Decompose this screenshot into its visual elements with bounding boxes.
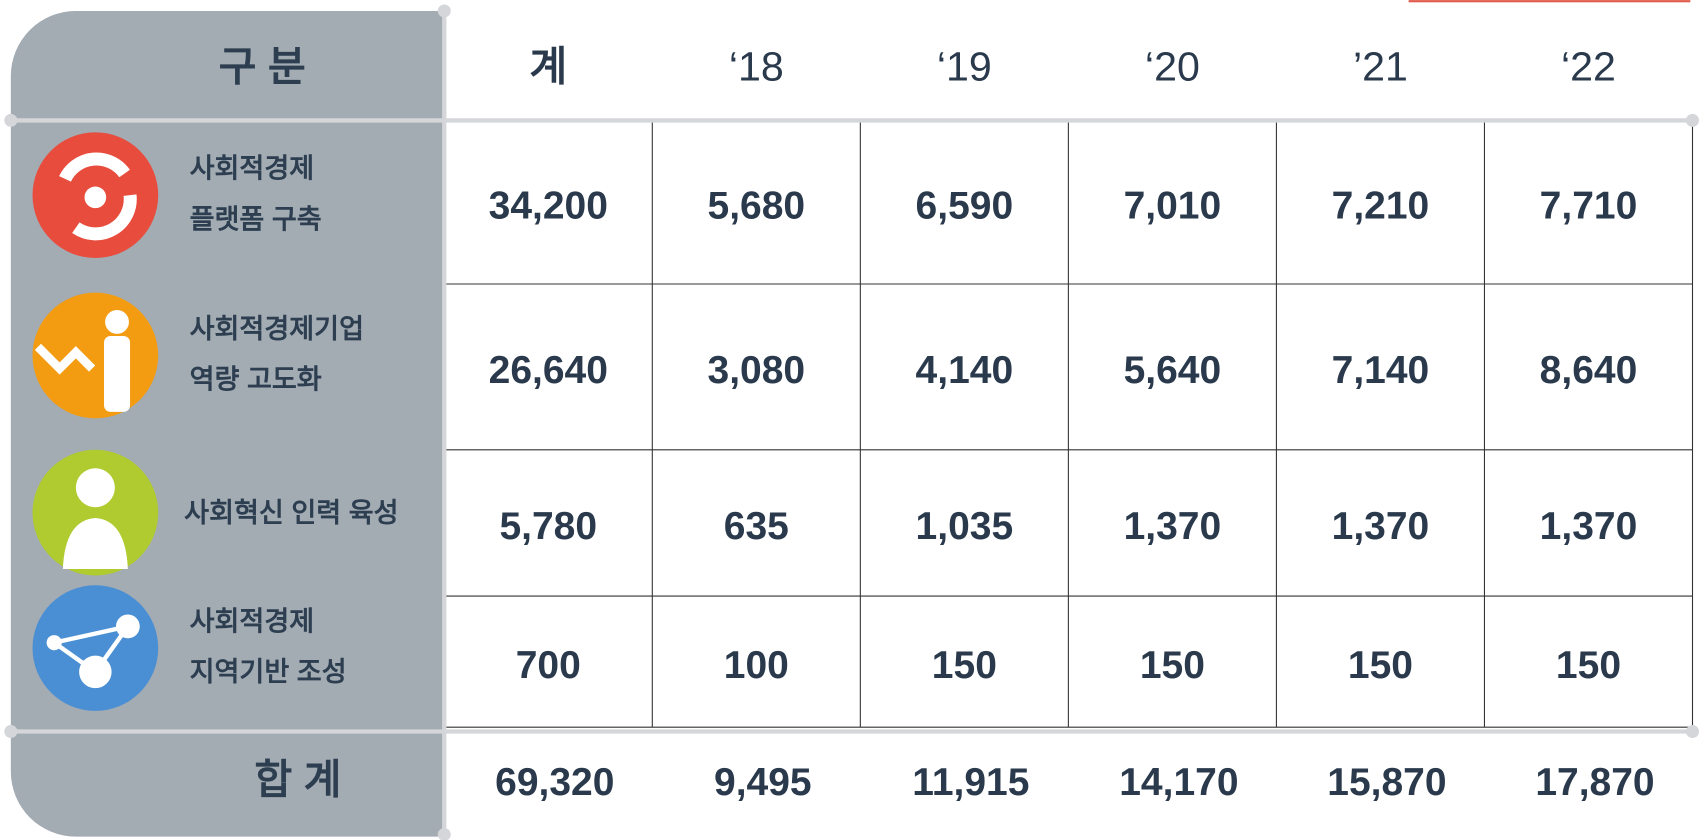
icon-glyph: [48, 623, 133, 675]
cell-value: 150: [932, 644, 997, 687]
header-column: ’21: [1353, 43, 1408, 89]
cell-value: 635: [724, 505, 789, 548]
icon-glyph: [115, 614, 140, 639]
row-label: 사회혁신 인력 육성: [184, 497, 398, 528]
cell-value: 150: [1140, 644, 1205, 687]
cell-value: 7,140: [1332, 349, 1430, 392]
row-label: 사회적경제기업: [190, 313, 364, 344]
accent-line: [1408, 0, 1691, 3]
cell-value: 1,370: [1540, 505, 1638, 548]
cell-value: 26,640: [489, 349, 608, 392]
cell-value: 3,080: [708, 349, 806, 392]
icon-glyph: [75, 468, 115, 508]
cell-value: 4,140: [916, 349, 1014, 392]
dot: [1685, 113, 1699, 127]
total-value: 15,870: [1327, 761, 1446, 804]
cell-value: 1,370: [1124, 505, 1222, 548]
icon-glyph: [34, 343, 96, 375]
header-label: 구 분: [219, 43, 306, 89]
icon-glyph: [46, 635, 62, 651]
header-column: ‘18: [729, 43, 784, 89]
cell-value: 8,640: [1540, 349, 1638, 392]
row-label: 사회적경제: [190, 152, 315, 183]
icon-glyph: [59, 152, 137, 241]
row-label: 사회적경제: [190, 605, 315, 636]
total-value: 14,170: [1119, 761, 1238, 804]
header-column: 계: [529, 43, 567, 89]
total-label: 합 계: [254, 756, 341, 802]
row-label: 역량 고도화: [190, 364, 322, 395]
left-panel: [10, 10, 445, 837]
grid: [4, 4, 1699, 840]
row-label: 지역기반 조성: [190, 656, 347, 687]
cell-value: 7,210: [1332, 184, 1430, 227]
cell-value: 1,370: [1332, 505, 1430, 548]
cell-value: 5,640: [1124, 349, 1222, 392]
dot: [437, 4, 451, 18]
cell-value: 7,710: [1540, 184, 1638, 227]
icon-talent: [32, 449, 159, 576]
icons: [32, 132, 159, 711]
total-value: 17,870: [1535, 761, 1654, 804]
icon-glyph: [104, 336, 131, 412]
icon-glyph: [84, 186, 107, 209]
header-column: ‘22: [1561, 43, 1616, 89]
cell-value: 100: [724, 644, 789, 687]
cell-value: 6,590: [916, 184, 1014, 227]
row-label: 플랫폼 구축: [190, 203, 322, 234]
cell-value: 150: [1348, 644, 1413, 687]
icon-glyph: [105, 310, 129, 334]
icon-glyph: [79, 655, 112, 689]
cell-value: 5,780: [499, 505, 597, 548]
total-value: 9,495: [714, 761, 812, 804]
total-value: 11,915: [912, 761, 1029, 804]
cell-value: 7,010: [1124, 184, 1222, 227]
dot: [4, 113, 18, 127]
dot: [1685, 725, 1699, 739]
total-value: 69,320: [495, 761, 614, 804]
cell-value: 150: [1556, 644, 1621, 687]
header-column: ‘20: [1145, 43, 1200, 89]
cell-value: 34,200: [489, 184, 608, 227]
cell-value: 1,035: [916, 505, 1014, 548]
header-column: ‘19: [937, 43, 992, 89]
dot: [437, 827, 451, 840]
dot: [4, 725, 18, 739]
cell-value: 5,680: [708, 184, 806, 227]
cell-value: 700: [516, 644, 581, 687]
icon-glyph: [62, 518, 128, 569]
